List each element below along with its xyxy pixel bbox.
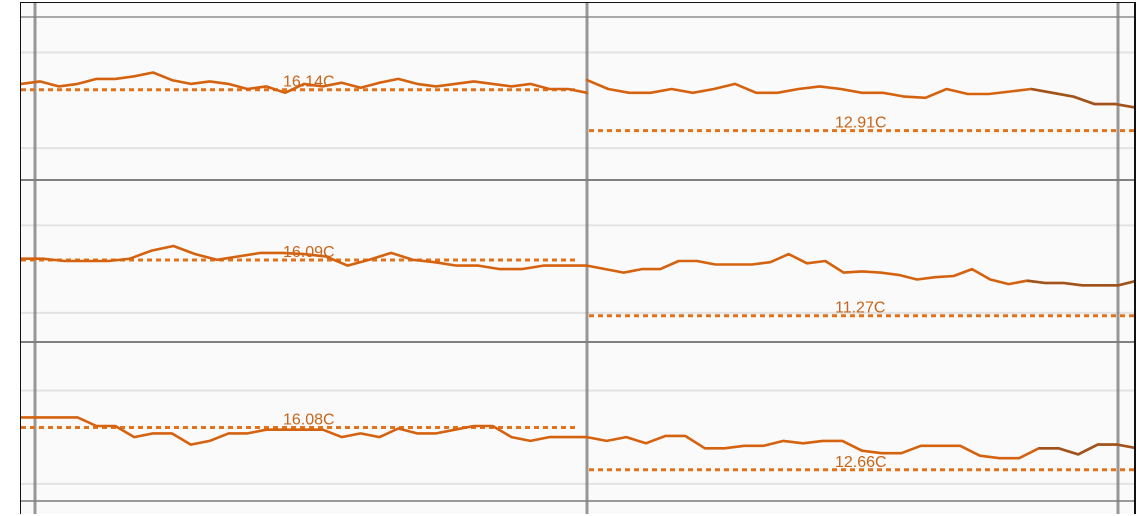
temperature-series-line <box>21 416 589 446</box>
temperature-series-line <box>21 244 589 271</box>
average-label: 16.14C <box>283 74 335 91</box>
average-label: 12.66C <box>835 454 887 471</box>
temperature-series-line <box>21 71 589 95</box>
temperature-series-tail <box>1030 87 1134 109</box>
average-label: 16.09C <box>283 244 335 261</box>
temperature-series-tail <box>1038 443 1134 456</box>
average-label: 12.91C <box>835 115 887 132</box>
temperature-series-tail <box>1026 279 1134 287</box>
average-label: 16.08C <box>283 412 335 429</box>
temperature-chart: 16.14C 12.91C 16.09C 11.27C 16.08C 12.66C <box>21 3 1134 514</box>
chart-frame: 16.14C 12.91C 16.09C 11.27C 16.08C 12.66C <box>20 2 1136 514</box>
average-label: 11.27C <box>835 300 885 317</box>
